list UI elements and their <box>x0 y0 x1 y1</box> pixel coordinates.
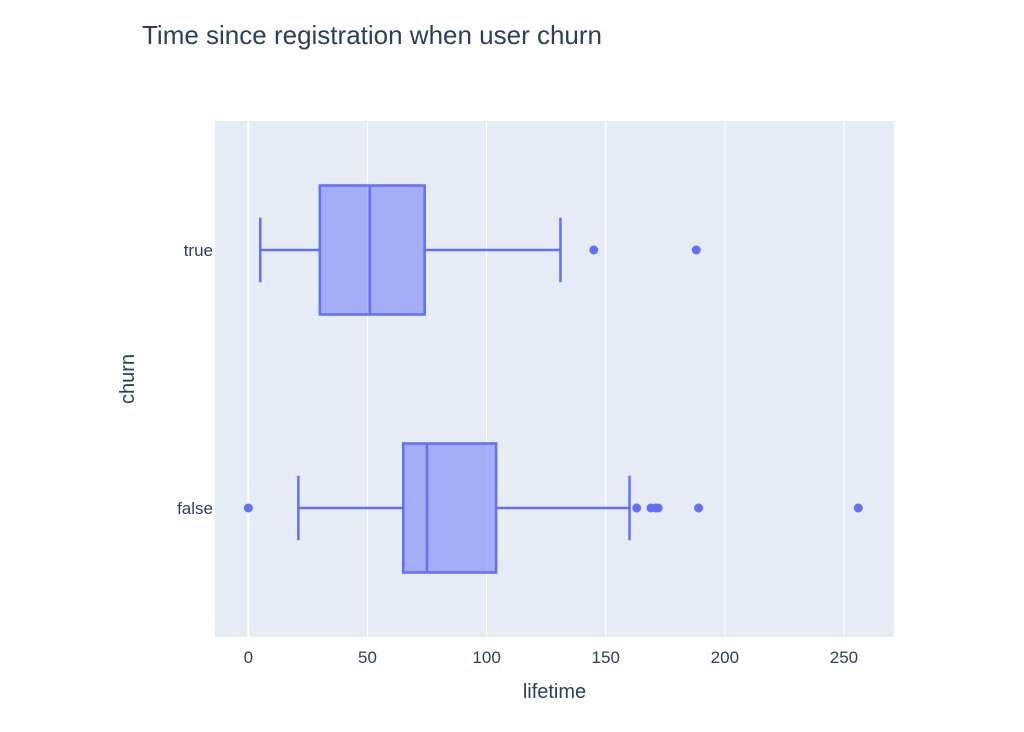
outlier-point <box>691 245 701 255</box>
outlier-point <box>694 503 704 513</box>
outlier-point <box>632 503 642 513</box>
x-tick-label: 250 <box>830 648 858 667</box>
y-axis-title: churn <box>117 354 139 404</box>
chart-title: Time since registration when user churn <box>142 20 603 50</box>
box-iqr <box>401 442 498 574</box>
x-tick-label: 200 <box>711 648 739 667</box>
plot-background <box>215 121 894 637</box>
outlier-point <box>243 503 253 513</box>
x-tick-label: 50 <box>358 648 377 667</box>
y-tick-label: true <box>184 241 213 260</box>
x-tick-label: 0 <box>244 648 253 667</box>
outlier-point <box>589 245 599 255</box>
x-tick-label: 100 <box>472 648 500 667</box>
box-iqr <box>318 184 426 316</box>
boxes <box>243 184 863 574</box>
x-tick-labels: 0 50 100 150 200 250 <box>244 648 859 667</box>
x-tick-label: 150 <box>592 648 620 667</box>
y-tick-label: false <box>177 499 213 518</box>
outlier-point <box>653 503 663 513</box>
y-tick-labels: true false <box>177 241 213 518</box>
x-axis-title: lifetime <box>523 681 586 703</box>
outlier-point <box>853 503 863 513</box>
